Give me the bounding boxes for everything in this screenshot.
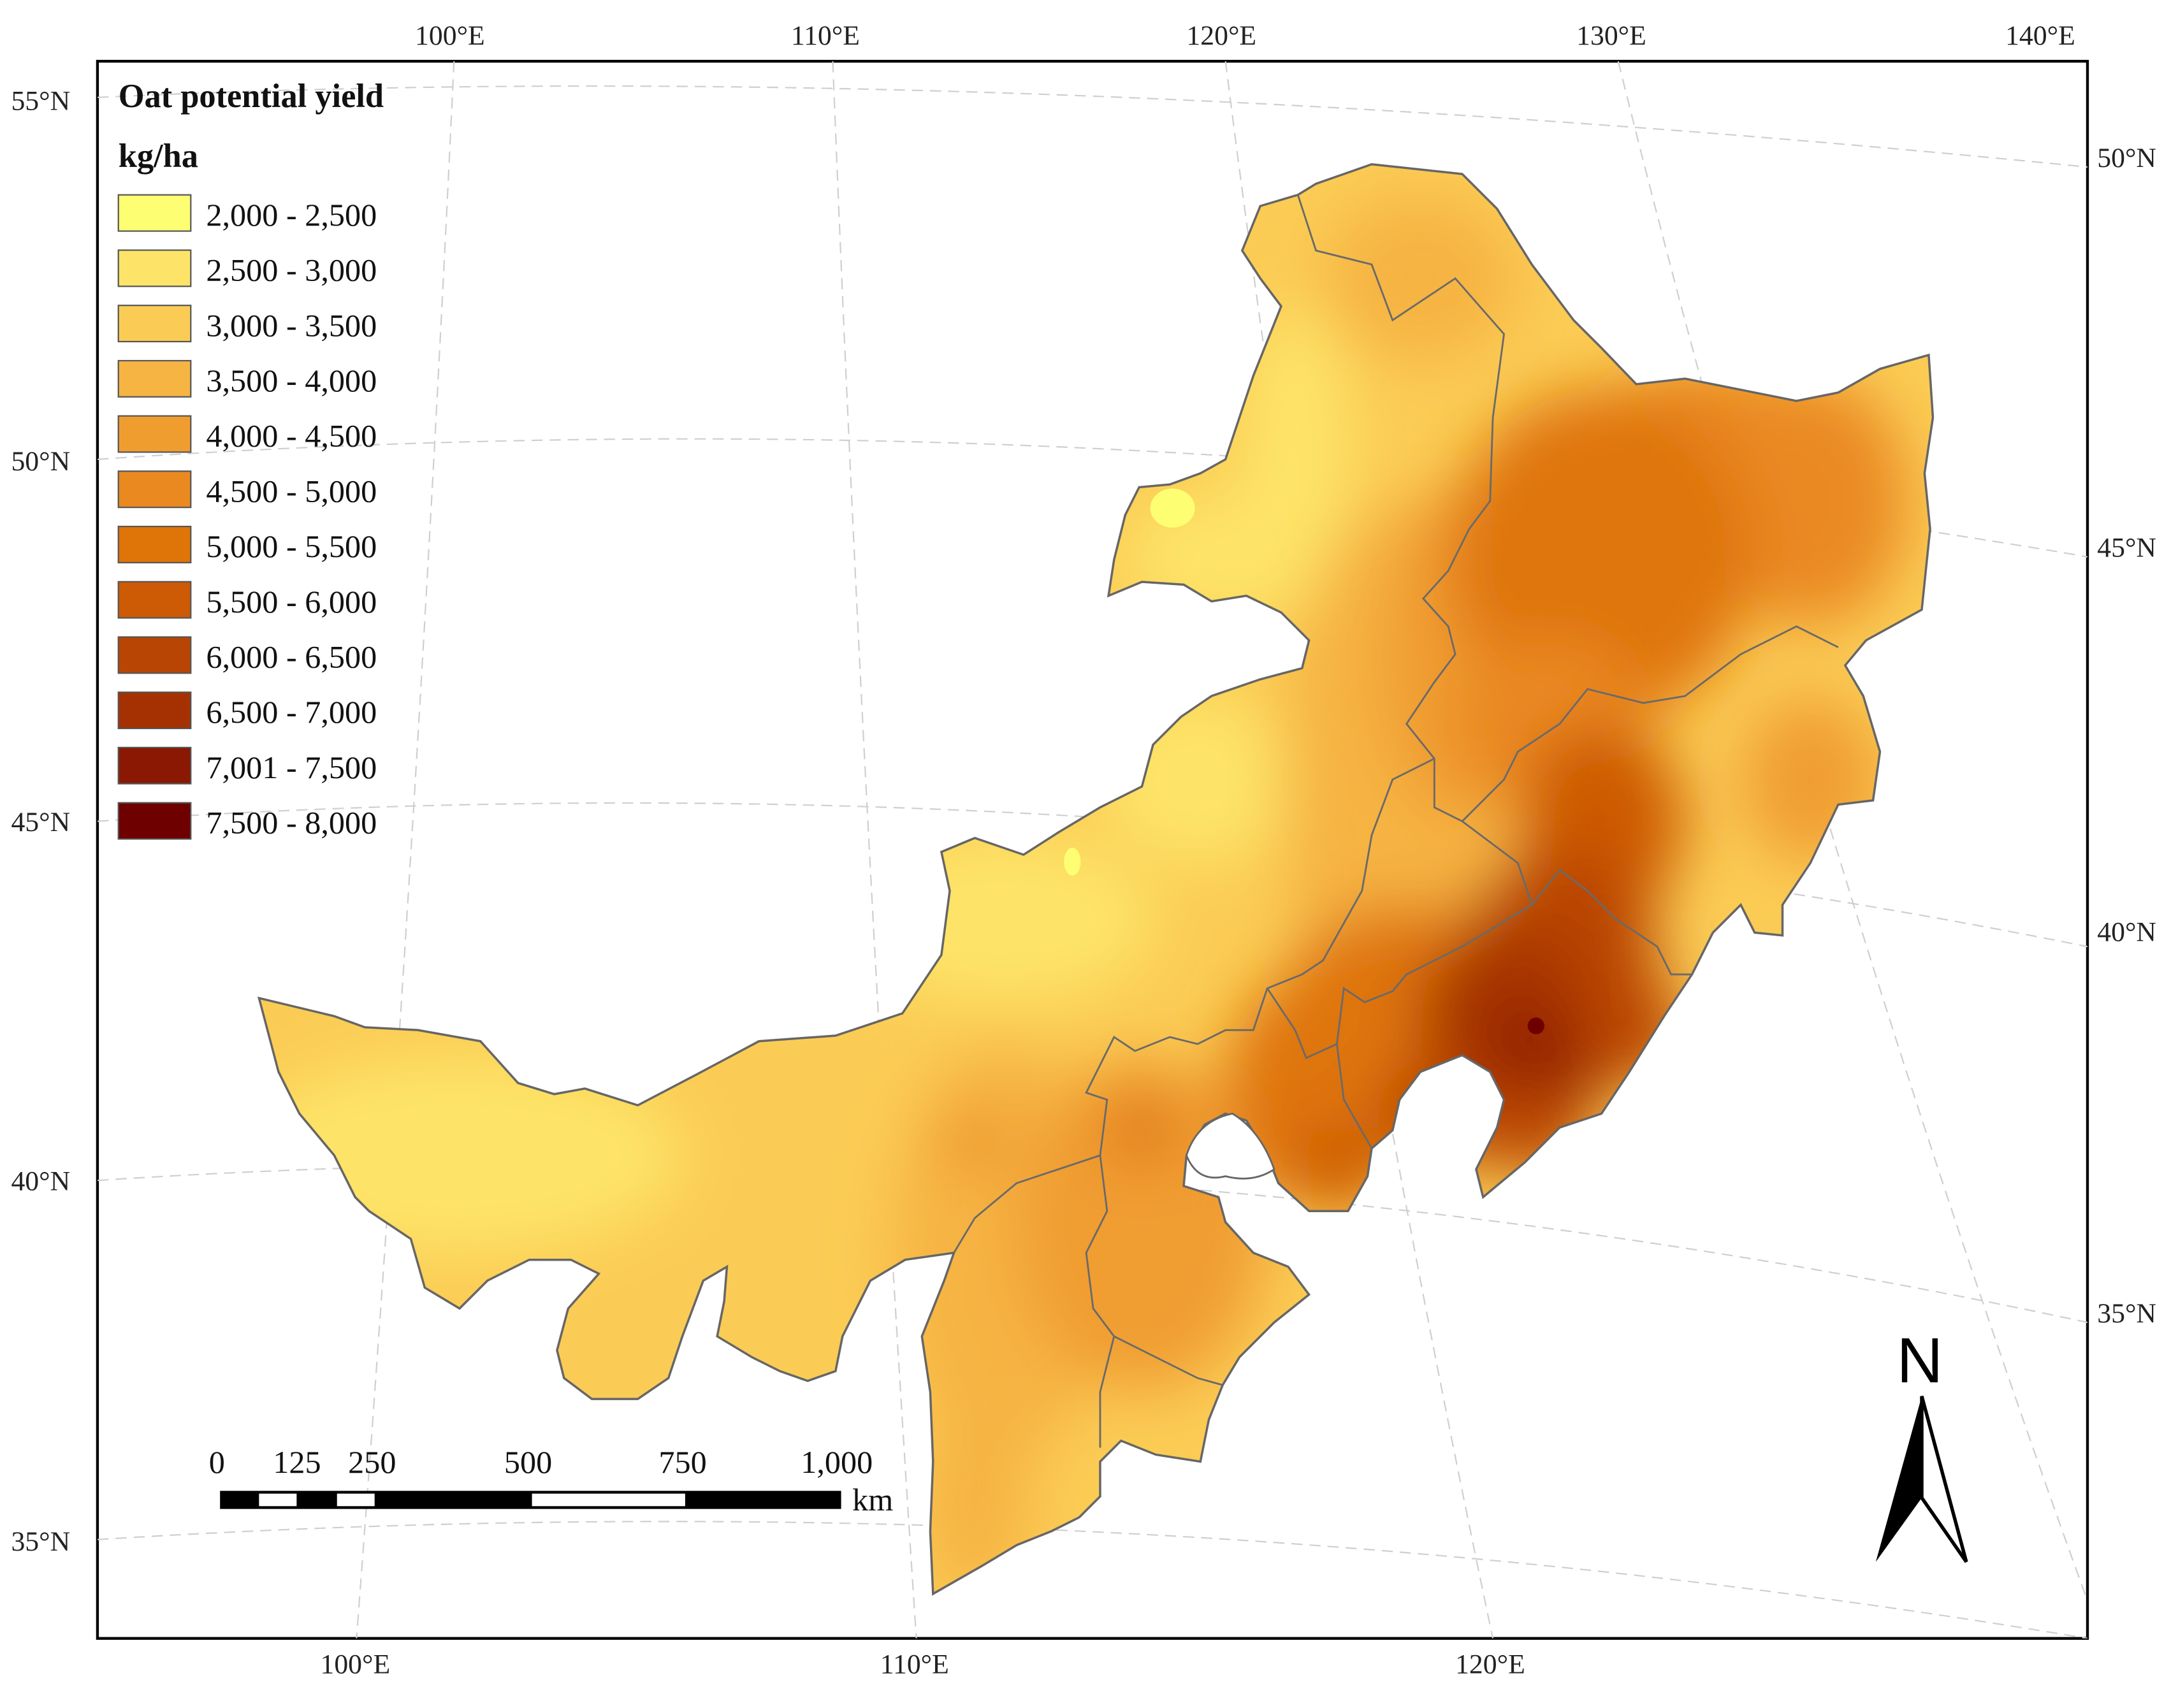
yield-map-region (258, 163, 1935, 1595)
legend-title: Oat potential yield (119, 78, 384, 115)
legend-swatch (117, 359, 192, 398)
scale-bar: 0 125 250 500 750 1,000 km (209, 1444, 894, 1517)
legend-label: 2,000 - 2,500 (206, 197, 377, 233)
legend-swatch (117, 249, 192, 287)
scale-tick-label: 250 (348, 1444, 396, 1480)
lat-label-right: 40°N (2097, 917, 2156, 948)
lon-label-top: 110°E (791, 20, 860, 51)
legend-label: 5,000 - 5,500 (206, 528, 377, 564)
lat-labels-left: 55°N 50°N 45°N 40°N 35°N (11, 86, 70, 1558)
lat-label-left: 45°N (11, 807, 70, 837)
legend-label: 6,000 - 6,500 (206, 639, 377, 675)
lon-labels-bottom: 100°E 110°E 120°E (321, 1649, 1525, 1679)
lon-label-top: 120°E (1186, 20, 1256, 51)
lat-label-right: 50°N (2097, 143, 2156, 173)
scale-tick-label: 500 (504, 1444, 552, 1480)
legend-label: 6,500 - 7,000 (206, 694, 377, 730)
north-arrow-icon: N (1875, 1325, 1968, 1563)
meridian-110e (832, 61, 917, 1639)
meridian-120e (1224, 61, 1494, 1639)
scale-unit: km (852, 1482, 893, 1517)
north-label: N (1897, 1325, 1943, 1396)
lon-label-top: 140°E (2005, 20, 2075, 51)
parallel-35n (97, 1521, 2087, 1639)
scale-tick-label: 125 (273, 1444, 321, 1480)
bohai-sea (1185, 1112, 1275, 1180)
lat-label-left: 50°N (11, 446, 70, 477)
legend-unit: kg/ha (119, 138, 198, 175)
legend-swatch (117, 636, 192, 674)
scale-tick-label: 1,000 (801, 1444, 873, 1480)
scale-tick-label: 750 (658, 1444, 706, 1480)
legend-swatch (117, 305, 192, 343)
legend-swatch (117, 194, 192, 232)
legend-swatch (117, 525, 192, 563)
lon-label-bottom: 120°E (1455, 1649, 1525, 1679)
legend-label: 3,000 - 3,500 (206, 307, 377, 343)
lat-label-left: 35°N (11, 1526, 70, 1557)
legend-swatch (117, 802, 192, 840)
lon-label-top: 130°E (1576, 20, 1646, 51)
parallel-55n (97, 85, 2087, 168)
legend-label: 3,500 - 4,000 (206, 363, 377, 398)
lat-label-left: 40°N (11, 1166, 70, 1196)
legend-swatch (117, 746, 192, 785)
map-legend: Oat potential yield kg/ha 2,000 - 2,500 2… (117, 78, 384, 841)
legend-swatch (117, 470, 192, 509)
lon-labels-top: 100°E 110°E 120°E 130°E 140°E (415, 20, 2075, 51)
lat-label-left: 55°N (11, 86, 70, 117)
scale-tick-label: 0 (209, 1444, 225, 1480)
legend-label: 7,001 - 7,500 (206, 749, 377, 785)
province-boundaries (953, 194, 1839, 1448)
lat-label-right: 35°N (2097, 1298, 2156, 1329)
lat-labels-right: 50°N 45°N 40°N 35°N (2097, 143, 2156, 1329)
meridian-100e (356, 61, 455, 1639)
lon-label-bottom: 100°E (321, 1649, 391, 1679)
meridian-130e (1617, 61, 2087, 1602)
legend-swatch (117, 415, 192, 453)
legend-label: 4,500 - 5,000 (206, 473, 377, 509)
lon-label-top: 100°E (415, 20, 485, 51)
legend-label: 5,500 - 6,000 (206, 584, 377, 619)
legend-swatch (117, 581, 192, 619)
legend-swatch (117, 691, 192, 730)
lat-label-right: 45°N (2097, 533, 2156, 563)
legend-label: 2,500 - 3,000 (206, 252, 377, 288)
lon-label-bottom: 110°E (880, 1649, 949, 1679)
legend-label: 4,000 - 4,500 (206, 418, 377, 454)
legend-label: 7,500 - 8,000 (206, 805, 377, 841)
